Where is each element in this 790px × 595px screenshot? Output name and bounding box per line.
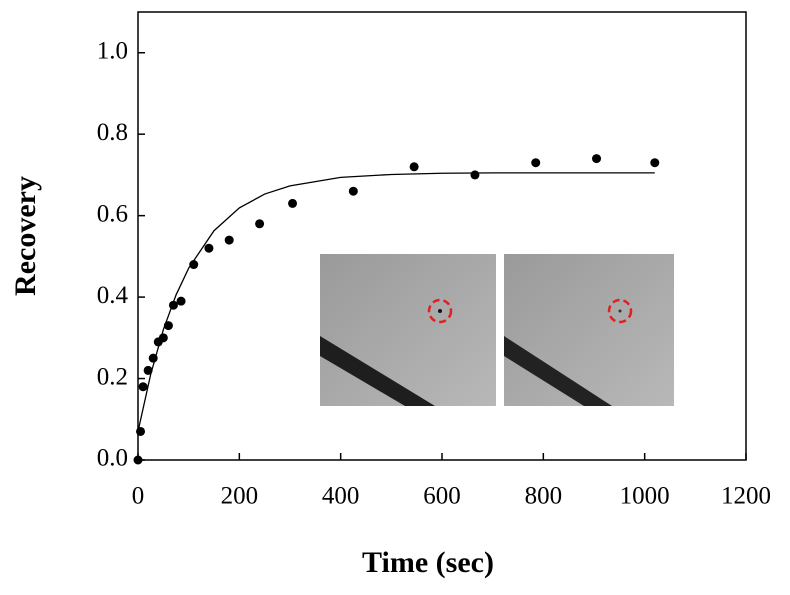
image-band [320, 336, 435, 406]
y-tick-label: 0.6 [97, 200, 128, 227]
y-axis-title: Recovery [9, 176, 42, 296]
y-tick-label: 0.2 [97, 363, 128, 390]
data-point [592, 154, 602, 164]
y-tick-label: 0.0 [97, 445, 128, 472]
y-tick-label: 0.8 [97, 119, 128, 146]
data-point [255, 219, 265, 229]
data-point [189, 260, 199, 270]
data-point [409, 162, 419, 172]
image-band [504, 336, 612, 406]
x-tick-label: 800 [525, 483, 563, 510]
inset-image [504, 254, 674, 406]
image-spot [618, 309, 622, 313]
x-tick-label: 0 [132, 483, 145, 510]
x-tick-label: 200 [221, 483, 259, 510]
y-tick-label: 1.0 [97, 37, 128, 64]
data-point [348, 186, 358, 196]
inset-image [320, 254, 496, 406]
x-tick-label: 1000 [620, 483, 670, 510]
data-point [133, 455, 143, 465]
data-point [531, 158, 541, 168]
data-point [136, 426, 146, 436]
data-point [176, 296, 186, 306]
fit-line [137, 172, 655, 432]
data-point [650, 158, 660, 168]
y-tick-label: 0.4 [97, 282, 129, 309]
inset-images [320, 254, 674, 406]
data-point [288, 198, 298, 208]
data-point [204, 243, 214, 253]
x-axis-title: Time (sec) [362, 546, 494, 579]
x-tick-label: 1200 [721, 483, 771, 510]
data-point [224, 235, 234, 245]
image-spot [438, 309, 442, 313]
data-point [138, 382, 148, 392]
bleach-marker [427, 298, 453, 324]
x-tick-label: 400 [322, 483, 360, 510]
bleach-marker [607, 298, 633, 324]
x-tick-label: 600 [423, 483, 461, 510]
data-point [143, 365, 153, 375]
data-point [470, 170, 480, 180]
